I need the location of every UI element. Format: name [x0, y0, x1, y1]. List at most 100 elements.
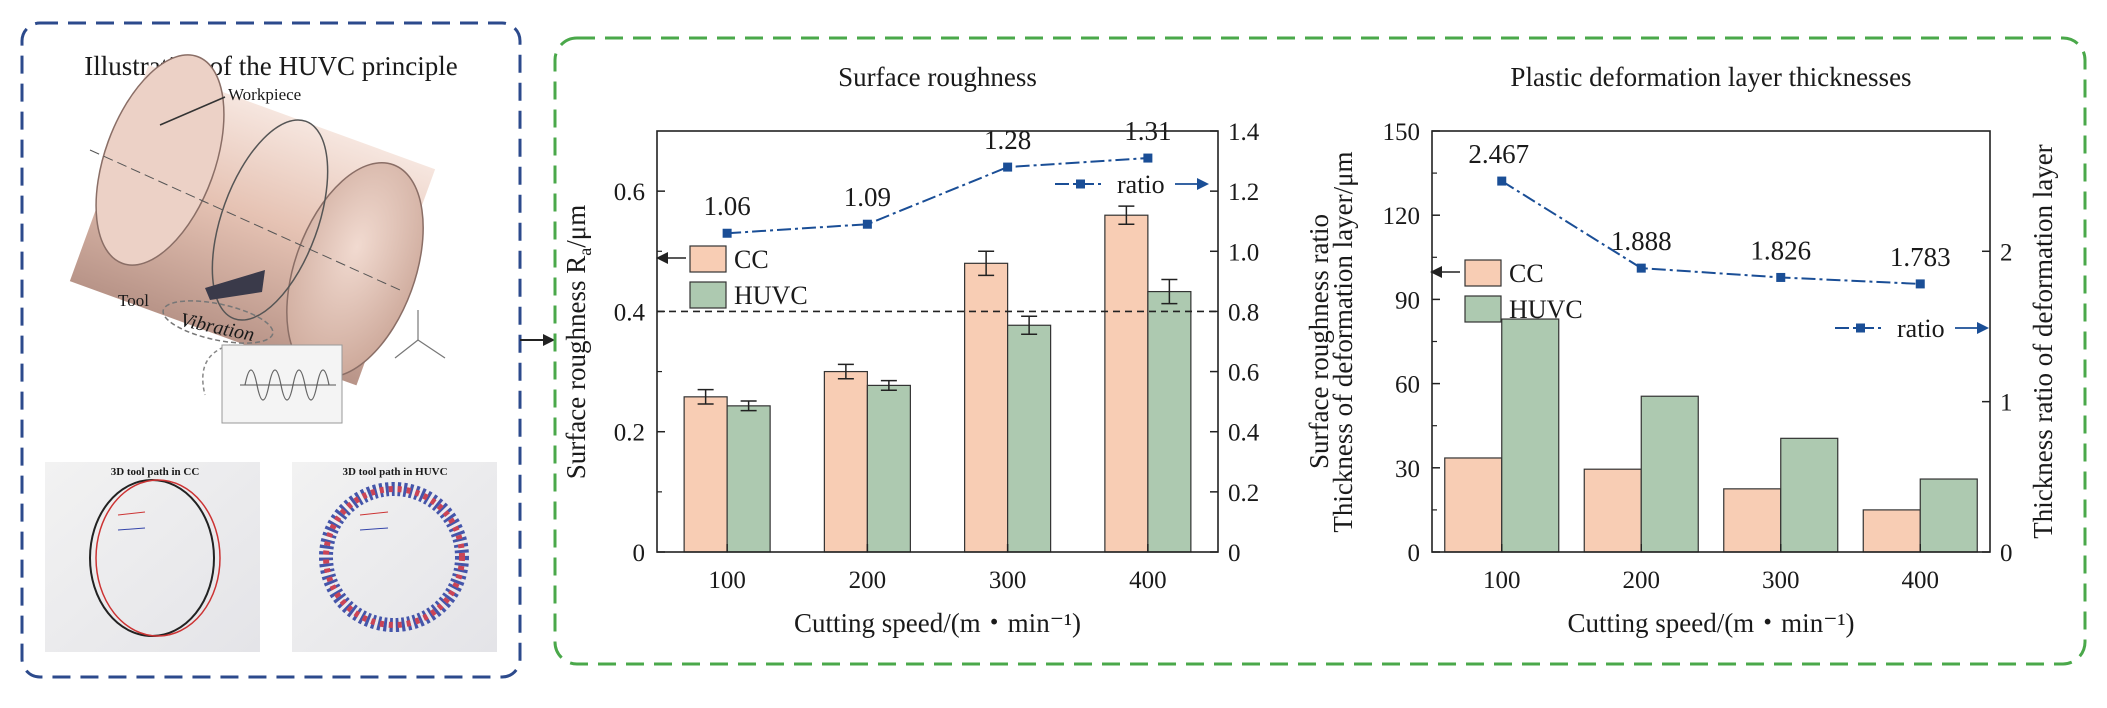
huvc-bar-300	[1007, 324, 1052, 553]
ratio-marker-200	[862, 219, 872, 229]
huvc-bar-200	[1640, 395, 1699, 553]
legend-label: HUVC	[734, 281, 808, 310]
x-tick-label: 400	[1129, 567, 1167, 594]
legend-arrow-head	[656, 252, 668, 264]
legend-swatch-cc	[1464, 259, 1502, 287]
cc-bar-400	[1862, 509, 1921, 553]
cc-tool-path-title: 3D tool path in CC	[111, 466, 200, 478]
left-axis-label-part: /μm	[561, 205, 591, 248]
left-tick-label: 0.4	[614, 299, 646, 326]
right-tick-label: 0.8	[1228, 299, 1259, 326]
vibration-ellipse	[162, 300, 274, 344]
cc-tool-path-plot: 3D tool path in CC	[45, 462, 260, 652]
cc-bar-100	[1444, 457, 1503, 553]
x-tick-label: 300	[1762, 567, 1800, 594]
ratio-marker-400	[1143, 153, 1153, 163]
ratio-label: 1.06	[704, 191, 751, 221]
x-tick-label: 300	[989, 567, 1027, 594]
left-panel-title: Illustration of the HUVC principle	[84, 51, 457, 81]
ratio-legend-marker	[1076, 179, 1085, 189]
ratio-marker-100	[1497, 176, 1507, 186]
chart-title: Plastic deformation layer thicknesses	[1510, 62, 1911, 92]
ratio-legend-label: ratio	[1897, 314, 1945, 343]
plot-frame	[656, 130, 1219, 553]
axes-triad	[394, 310, 446, 359]
ratio-label: 2.467	[1468, 139, 1529, 169]
ratio-marker-400	[1915, 279, 1925, 289]
ratio-marker-200	[1636, 263, 1646, 273]
huvc-bar-300	[1780, 437, 1839, 553]
waveform-box	[221, 344, 343, 424]
huvc-tool-path-title: 3D tool path in HUVC	[342, 466, 447, 478]
vibration-arrow	[202, 344, 231, 396]
ratio-legend-arrow-head	[1977, 322, 1989, 334]
left-tick-label: 150	[1383, 119, 1421, 146]
huvc-bar-200	[866, 384, 911, 553]
huvc-tool-path-plot: 3D tool path in HUVC	[292, 462, 497, 652]
right-axis-label: Surface roughness ratio	[1304, 214, 1334, 469]
ratio-marker-300	[1776, 272, 1786, 282]
cc-bar-200	[1583, 468, 1642, 553]
x-tick-label: 100	[708, 567, 746, 594]
left-tick-label: 0.6	[614, 179, 645, 206]
legend-label: CC	[734, 245, 769, 274]
cc-bar-100	[683, 396, 728, 553]
cylinder-axis	[89, 149, 401, 291]
legend-swatch-cc	[689, 245, 727, 273]
tool-shape	[205, 270, 265, 300]
cutting-line	[211, 119, 329, 321]
ratio-legend-arrow-head	[1197, 178, 1209, 190]
ratio-legend-label: ratio	[1117, 170, 1165, 199]
left-tick-label: 90	[1395, 287, 1420, 314]
left-axis-label-part: Surface roughness R	[561, 256, 591, 479]
right-tick-label: 0.6	[1228, 360, 1259, 387]
workpiece-leader	[159, 96, 226, 126]
right-tick-label: 1	[2000, 390, 2013, 417]
huvc-illustration: Workpiece Tool Vibration	[69, 54, 446, 424]
ratio-line	[1501, 180, 1921, 285]
workpiece-label: Workpiece	[228, 85, 301, 104]
x-tick-label: 200	[849, 567, 887, 594]
x-tick-label: 400	[1902, 567, 1940, 594]
legend-swatch-huvc	[689, 281, 727, 309]
right-tick-label: 0.2	[1228, 480, 1259, 507]
left-axis-label-part: a	[575, 248, 595, 256]
cc-bar-300	[1723, 488, 1782, 553]
cc-bar-400	[1104, 214, 1149, 553]
left-tick-label: 0.2	[614, 420, 645, 447]
x-tick-label: 100	[1483, 567, 1521, 594]
legend-label: HUVC	[1509, 295, 1583, 324]
huvc-bar-100	[726, 405, 771, 553]
deformation-layer-chart: Plastic deformation layer thicknesses 2.4…	[1328, 62, 2058, 638]
right-tick-label: 1.0	[1228, 239, 1259, 266]
tool-label: Tool	[118, 291, 149, 310]
right-tick-label: 0	[1228, 540, 1241, 567]
right-tick-label: 2	[2000, 239, 2013, 266]
right-axis-label: Thickness ratio of deformation layer	[2028, 144, 2058, 538]
ratio-legend-marker	[1856, 323, 1865, 333]
left-axis-label: Surface roughness Ra/μm	[561, 205, 595, 479]
waveform-signal	[244, 369, 330, 401]
x-tick-label: 200	[1623, 567, 1661, 594]
left-tick-label: 0	[633, 540, 646, 567]
cc-bar-200	[823, 370, 868, 553]
cc-bar-300	[964, 262, 1009, 553]
ratio-label: 1.888	[1611, 226, 1672, 256]
right-tick-label: 1.2	[1228, 179, 1259, 206]
ratio-label: 1.09	[844, 182, 891, 212]
left-tick-label: 60	[1395, 372, 1420, 399]
right-tick-label: 0	[2000, 540, 2013, 567]
left-tick-label: 30	[1395, 456, 1420, 483]
chart-title: Surface roughness	[838, 62, 1037, 92]
x-axis-label: Cutting speed/(m・min⁻¹)	[1567, 608, 1854, 638]
connector-arrowhead	[543, 334, 555, 346]
ratio-label: 1.783	[1890, 242, 1951, 272]
huvc-bar-400	[1919, 478, 1978, 553]
ratio-line	[727, 157, 1148, 235]
huvc-bar-100	[1501, 318, 1560, 553]
right-tick-label: 1.4	[1228, 119, 1260, 146]
right-tick-label: 0.4	[1228, 420, 1260, 447]
left-tick-label: 0	[1408, 540, 1421, 567]
